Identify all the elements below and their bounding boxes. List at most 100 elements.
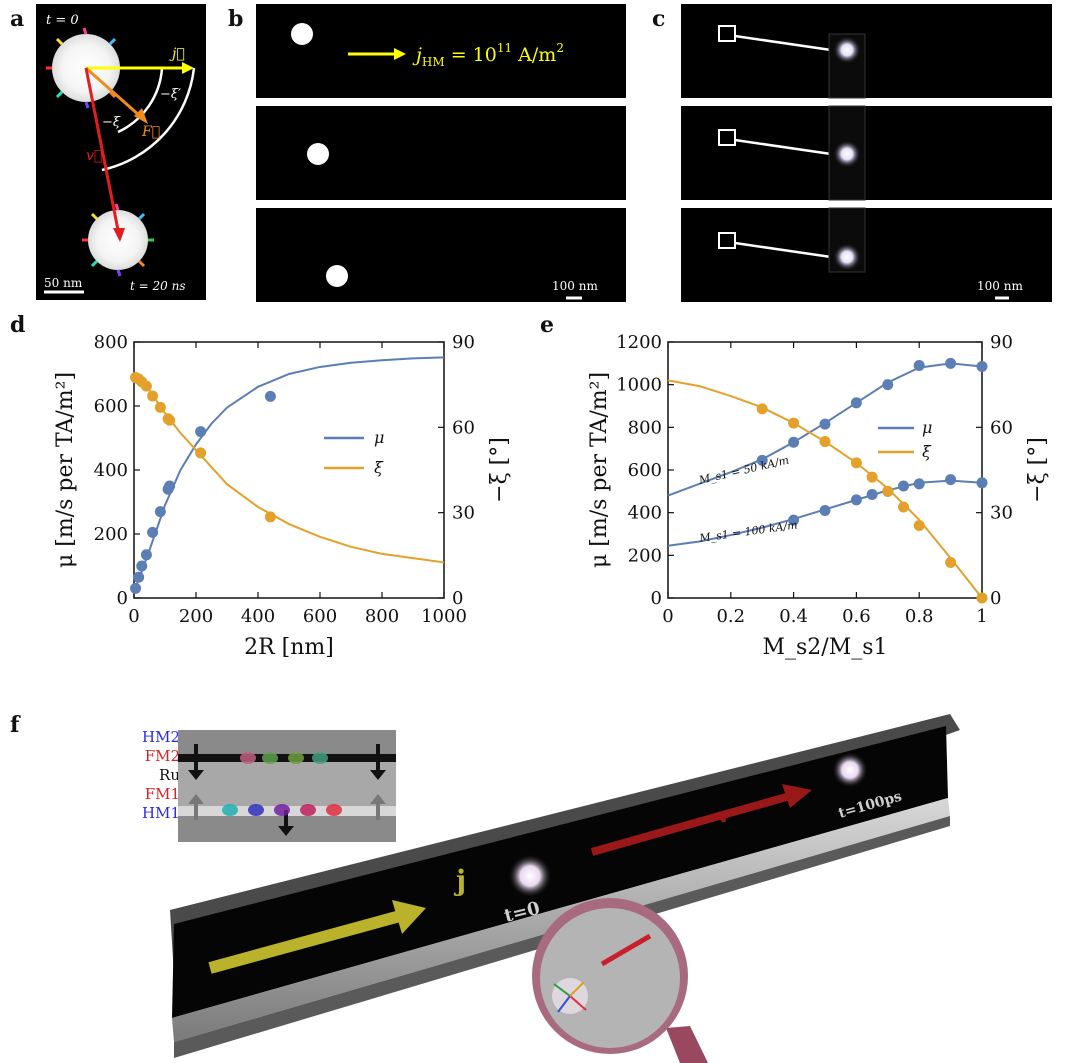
panel-a-drawing: t = 0 j⃗ −ξ′ −ξ F⃗ v⃗ 50 nm t = 20 ns <box>44 13 196 294</box>
chart-e-point <box>945 357 957 369</box>
chart-d-xlabel: 2R [nm] <box>244 635 334 660</box>
chart-d: 0 200 400 600 800 1000020040060080003060902R … <box>53 332 512 660</box>
chart-e-y2tick-label: 0 <box>990 588 1001 609</box>
vector-j-head <box>182 62 194 74</box>
chart-d-point <box>164 414 176 426</box>
chart-e-point <box>976 592 988 604</box>
chart-d-point <box>154 506 166 518</box>
scale-label-c: 100 nm <box>977 279 1023 293</box>
chart-d-point <box>154 401 166 413</box>
chart-e-point <box>898 501 909 513</box>
skyrmion-b-1 <box>291 23 313 45</box>
current-arrow-head <box>394 48 406 60</box>
track-skyrmion-end <box>832 752 868 788</box>
layer-label-fm1: FM1 <box>144 785 180 803</box>
track-j-arrow-head <box>392 900 426 934</box>
angle-arc-outer <box>101 67 196 172</box>
layer-label-hm2: HM2 <box>142 728 180 746</box>
zoom-row-1 <box>718 25 866 99</box>
angle-xi-prime-label: −ξ′ <box>160 87 181 102</box>
panel-a: t = 0 j⃗ −ξ′ −ξ F⃗ v⃗ 50 nm t = 20 ns <box>36 4 206 300</box>
track-j-label: j <box>453 864 466 897</box>
chart-d-y2tick-label: 60 <box>452 417 475 438</box>
chart-e-point <box>788 514 800 526</box>
chart-d-xtick-label: 400 <box>241 606 275 627</box>
chart-d-y2tick-label: 90 <box>452 332 475 353</box>
chart-e-xtick-label: 0 <box>662 606 673 627</box>
chart-e-ytick-label: 0 <box>651 588 662 609</box>
chart-e-y2tick-label: 30 <box>990 503 1013 524</box>
time-end-label: t = 20 ns <box>130 279 185 293</box>
chart-e-ytick-label: 1200 <box>616 332 662 353</box>
layer-stack-drawing <box>178 730 396 842</box>
time-start-label: t = 0 <box>46 13 79 28</box>
racetrack-3d: j v t=0 t=100ps <box>170 714 960 1063</box>
chart-e-y2tick-label: 60 <box>990 417 1013 438</box>
chart-e-legend-label: μ <box>922 418 932 437</box>
chart-d-point <box>195 447 207 459</box>
layer-labels: HM2 FM2 Ru FM1 HM1 <box>110 728 180 848</box>
strip-c-3 <box>681 208 1052 302</box>
chart-d-ytick-label: 0 <box>117 588 128 609</box>
chart-e-point <box>819 505 831 517</box>
chart-d-fit-1 <box>133 375 445 564</box>
chart-d-point <box>195 426 207 438</box>
vector-v-label: v⃗ <box>86 148 102 164</box>
strip-b-3 <box>256 208 626 302</box>
chart-d-xtick-label: 800 <box>365 606 399 627</box>
chart-d-point <box>133 571 145 583</box>
track-skyrmion-start <box>508 854 552 898</box>
chart-e-xlabel: M_s2/M_s1 <box>762 635 887 660</box>
panel-label-f: f <box>10 712 20 738</box>
chart-d-point <box>136 560 148 572</box>
chart-e-point <box>945 556 957 568</box>
chart-e-xtick-label: 0.4 <box>779 606 808 627</box>
chart-e-point <box>756 454 768 466</box>
panel-label-d: d <box>10 312 26 338</box>
chart-e-ytick-label: 800 <box>628 417 662 438</box>
skyrmion-end <box>82 203 154 277</box>
chart-d-ytick-label: 800 <box>94 332 128 353</box>
chart-e-point <box>819 418 831 430</box>
chart-d-ylabel: μ [m/s per TA/m²] <box>53 372 78 568</box>
magnifier <box>532 898 708 1063</box>
chart-e-ytick-label: 1000 <box>616 375 662 396</box>
chart-d-point <box>130 582 142 594</box>
chart-e-point <box>850 494 862 506</box>
panel-label-a: a <box>10 6 25 32</box>
chart-e-ylabel: μ [m/s per TA/m²] <box>587 372 612 568</box>
chart-e-point <box>898 480 909 492</box>
chart-d-point <box>147 526 159 538</box>
chart-e-point <box>819 436 831 448</box>
chart-e-point <box>945 474 957 486</box>
track-surface <box>172 726 948 1018</box>
chart-e-point <box>850 457 862 469</box>
chart-d-xtick-label: 600 <box>303 606 337 627</box>
chart-e-xtick-label: 1 <box>976 606 987 627</box>
chart-d-point <box>164 480 176 492</box>
chart-d-xtick-label: 200 <box>179 606 213 627</box>
chart-e-ytick-label: 400 <box>628 503 662 524</box>
chart-d-ytick-label: 600 <box>94 396 128 417</box>
chart-e-point <box>866 489 878 501</box>
layer-label-hm1: HM1 <box>142 804 180 822</box>
chart-d-xtick-label: 0 <box>128 606 139 627</box>
chart-e-point <box>788 417 800 429</box>
chart-d-y2tick-label: 0 <box>452 588 463 609</box>
chart-d-legend-label: ξ <box>374 458 384 477</box>
track-j-arrow <box>208 910 402 974</box>
vector-F <box>85 66 141 118</box>
chart-e-point <box>976 477 988 489</box>
chart-d-legend-label: μ <box>374 428 384 447</box>
panel-label-e: e <box>540 312 554 338</box>
panel-c-drawing: 100 nm <box>681 4 1052 302</box>
skyrmion-b-2 <box>307 143 329 165</box>
chart-e-xtick-label: 0.2 <box>716 606 745 627</box>
chart-e-point <box>756 403 768 415</box>
chart-d-point <box>140 549 152 561</box>
chart-e-point <box>976 361 988 373</box>
zoom-row-3 <box>718 207 866 273</box>
panel-b: jHM = 1011 A/m2 100 nm <box>256 4 626 302</box>
chart-d-ytick-label: 400 <box>94 460 128 481</box>
layer-label-ru: Ru <box>159 766 180 784</box>
